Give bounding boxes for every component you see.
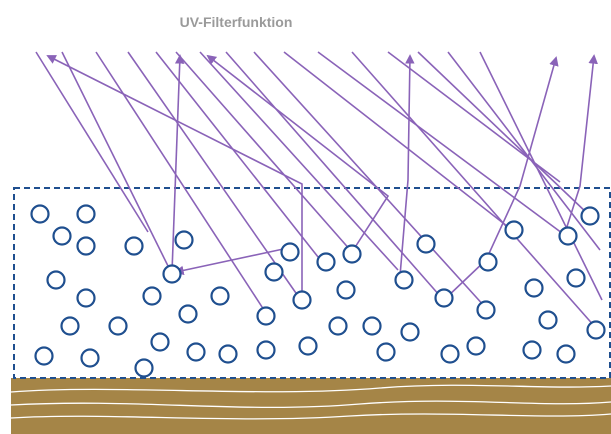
circle-particle-icon: [400, 322, 420, 342]
circle-particle-icon: [178, 304, 198, 324]
reflected-rays: [46, 54, 598, 299]
circle-particle-icon: [522, 340, 542, 360]
uv-ray: [175, 51, 353, 253]
uv-ray: [253, 51, 487, 309]
circle-particle-icon: [76, 236, 96, 256]
circle-particle-icon: [586, 320, 606, 340]
circle-particle-icon: [142, 286, 162, 306]
circle-particle-icon: [124, 236, 144, 256]
circle-particle-icon: [466, 336, 486, 356]
reflected-ray: [46, 55, 303, 296]
circle-particle-icon: [440, 344, 460, 364]
circle-particle-icon: [434, 288, 454, 308]
circle-particle-icon: [108, 316, 128, 336]
reflected-ray: [206, 54, 390, 253]
circle-particle-icon: [336, 280, 356, 300]
circle-particle-icon: [394, 270, 414, 290]
circle-particle-icon: [150, 332, 170, 352]
reflected-ray: [445, 56, 559, 299]
circle-particle-icon: [362, 316, 382, 336]
circle-particle-icon: [538, 310, 558, 330]
circle-particle-icon: [174, 230, 194, 250]
diagram-title: UV-Filterfunktion: [179, 14, 293, 30]
circle-particle-icon: [52, 226, 72, 246]
circle-particle-icon: [416, 234, 436, 254]
circle-particle-icon: [292, 290, 312, 310]
uv-ray: [447, 51, 601, 251]
circle-particle-icon: [580, 206, 600, 226]
circle-particle-icon: [558, 226, 578, 246]
circle-particle-icon: [76, 204, 96, 224]
reflected-ray: [174, 247, 289, 276]
circle-particle-icon: [218, 344, 238, 364]
circle-particle-icon: [60, 316, 80, 336]
uv-ray: [155, 51, 323, 263]
reflected-ray: [399, 54, 415, 277]
substrate-line: [10, 384, 611, 393]
circle-particle-icon: [134, 358, 154, 378]
substrate-layer: [10, 378, 611, 434]
circle-particle-icon: [256, 340, 276, 360]
circle-particle-icon: [76, 288, 96, 308]
substrate-line: [10, 413, 611, 420]
circle-particle-icon: [210, 286, 230, 306]
circle-particle-icon: [478, 252, 498, 272]
filter-layer-box: [13, 187, 611, 379]
reflected-ray: [563, 54, 598, 237]
uv-rays: [35, 51, 603, 329]
circle-particle-icon: [556, 344, 576, 364]
circle-particle-icon: [162, 264, 182, 284]
circle-particle-icon: [328, 316, 348, 336]
uv-ray: [479, 51, 603, 301]
circle-particle-icon: [298, 336, 318, 356]
substrate-line: [10, 400, 611, 409]
uv-ray: [351, 51, 597, 329]
circle-particle-icon: [504, 220, 524, 240]
circle-particle-icon: [566, 268, 586, 288]
uv-ray: [35, 51, 149, 233]
circle-particle-icon: [46, 270, 66, 290]
uv-ray: [225, 51, 441, 297]
circle-particle-icon: [524, 278, 544, 298]
uv-ray: [199, 51, 399, 271]
circle-particle-icon: [476, 300, 496, 320]
circle-particle-icon: [186, 342, 206, 362]
circle-particle-icon: [264, 262, 284, 282]
filter-particles: [30, 204, 606, 378]
circle-particle-icon: [30, 204, 50, 224]
circle-particle-icon: [80, 348, 100, 368]
circle-particle-icon: [34, 346, 54, 366]
circle-particle-icon: [342, 244, 362, 264]
circle-particle-icon: [316, 252, 336, 272]
substrate-rect: [11, 378, 611, 434]
uv-ray: [417, 51, 589, 215]
uv-ray: [61, 51, 171, 271]
circle-particle-icon: [256, 306, 276, 326]
uv-ray: [283, 51, 513, 231]
circle-particle-icon: [280, 242, 300, 262]
reflected-ray: [171, 54, 185, 273]
uv-ray: [317, 51, 567, 237]
circle-particle-icon: [376, 342, 396, 362]
uv-ray: [127, 51, 299, 297]
